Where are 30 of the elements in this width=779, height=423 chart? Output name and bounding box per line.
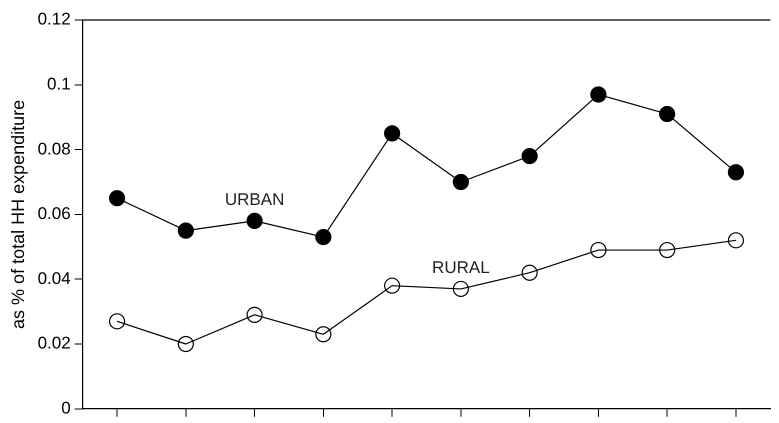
y-tick-label: 0.04 bbox=[38, 268, 71, 288]
point bbox=[728, 164, 744, 180]
y-tick-label: 0.06 bbox=[38, 204, 71, 224]
y-axis-title: as % of total HH expenditure bbox=[8, 100, 28, 329]
y-tick-label: 0.12 bbox=[38, 10, 71, 29]
point bbox=[246, 306, 263, 323]
point bbox=[384, 125, 400, 142]
point bbox=[178, 222, 194, 239]
series-label: URBAN bbox=[224, 190, 284, 210]
y-tick-label: 0.08 bbox=[38, 139, 71, 158]
y-tick-label: 0.1 bbox=[47, 74, 71, 94]
point bbox=[452, 174, 469, 190]
point bbox=[522, 264, 538, 281]
point bbox=[659, 106, 676, 122]
point bbox=[590, 242, 606, 258]
point bbox=[522, 148, 538, 164]
point bbox=[384, 278, 400, 294]
point bbox=[315, 326, 332, 342]
point bbox=[590, 86, 606, 103]
point bbox=[246, 212, 263, 229]
point bbox=[659, 242, 676, 258]
point bbox=[178, 336, 194, 352]
point bbox=[315, 228, 332, 246]
point bbox=[728, 232, 744, 248]
point bbox=[452, 280, 469, 298]
series-label: RURAL bbox=[432, 258, 490, 278]
point bbox=[108, 190, 126, 206]
point bbox=[108, 313, 126, 330]
y-tick-label: 0.02 bbox=[38, 334, 71, 353]
y-tick-label: 0 bbox=[61, 398, 71, 418]
